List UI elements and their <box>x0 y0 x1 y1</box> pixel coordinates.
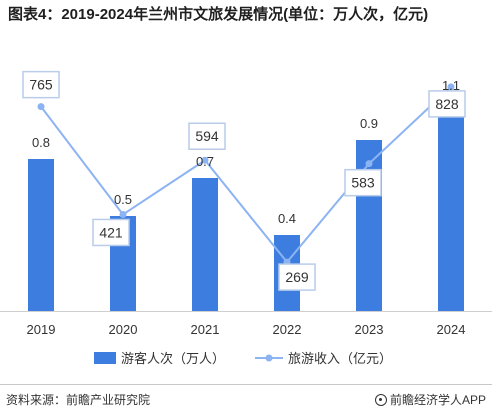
line-value-box <box>278 263 316 291</box>
logo-icon <box>374 393 387 406</box>
legend-swatch-bar <box>94 352 116 364</box>
bar-value-label: 0.5 <box>114 192 132 207</box>
line-point-2020 <box>119 210 127 218</box>
x-tick-label: 2022 <box>273 322 302 337</box>
legend-swatch-marker <box>265 354 273 362</box>
footer: 资料来源：前瞻产业研究院 前瞻经济学人APP <box>0 384 492 416</box>
x-tick-label: 2020 <box>109 322 138 337</box>
x-tick-label: 2019 <box>27 322 56 337</box>
bar-value-label: 1.1 <box>442 78 460 93</box>
bar-value-label: 0.8 <box>32 135 50 150</box>
bar-2024 <box>438 102 464 311</box>
bar-value-label: 0.9 <box>360 116 378 131</box>
x-tick-label: 2021 <box>191 322 220 337</box>
line-point-2021 <box>201 156 209 164</box>
line-value-label: 594 <box>195 128 219 144</box>
bar-value-label: 0.7 <box>196 154 214 169</box>
line-value-box <box>344 168 382 197</box>
line-value-label: 583 <box>351 175 375 191</box>
line-point-2024 <box>447 83 455 91</box>
line-value-box <box>188 122 226 150</box>
line-value-label: 269 <box>285 269 309 285</box>
line-point-2023 <box>365 160 373 168</box>
line-value-label: 765 <box>29 77 53 93</box>
brand: 前瞻经济学人APP <box>374 391 486 408</box>
x-tick-label: 2023 <box>355 322 384 337</box>
chart-canvas: 765 421 594 269 583 828 0.8 0.5 0.7 0.4 0.9 1.1 20… <box>0 70 492 366</box>
line-value-label: 828 <box>435 96 459 112</box>
bar-2021 <box>192 178 218 311</box>
line-point-2019 <box>37 103 45 111</box>
bar-value-label: 0.4 <box>278 211 296 226</box>
x-tick-label: 2024 <box>437 322 466 337</box>
source-text: 资料来源：前瞻产业研究院 <box>6 393 151 407</box>
line-value-box <box>92 218 130 247</box>
brand-text: 前瞻经济学人APP <box>389 393 486 407</box>
line-value-box <box>428 90 466 118</box>
chart-title: 图表4：2019-2024年兰州市文旅发展情况(单位：万人次，亿元) <box>8 6 429 23</box>
bar-2019 <box>28 159 54 311</box>
legend-label-line: 旅游收入（亿元） <box>288 351 392 366</box>
line-value-label: 421 <box>99 224 123 240</box>
line-series-revenue <box>40 86 452 264</box>
bar-2023 <box>356 140 382 311</box>
line-value-box <box>22 70 60 99</box>
legend-label-bar: 游客人次（万人） <box>121 351 225 366</box>
